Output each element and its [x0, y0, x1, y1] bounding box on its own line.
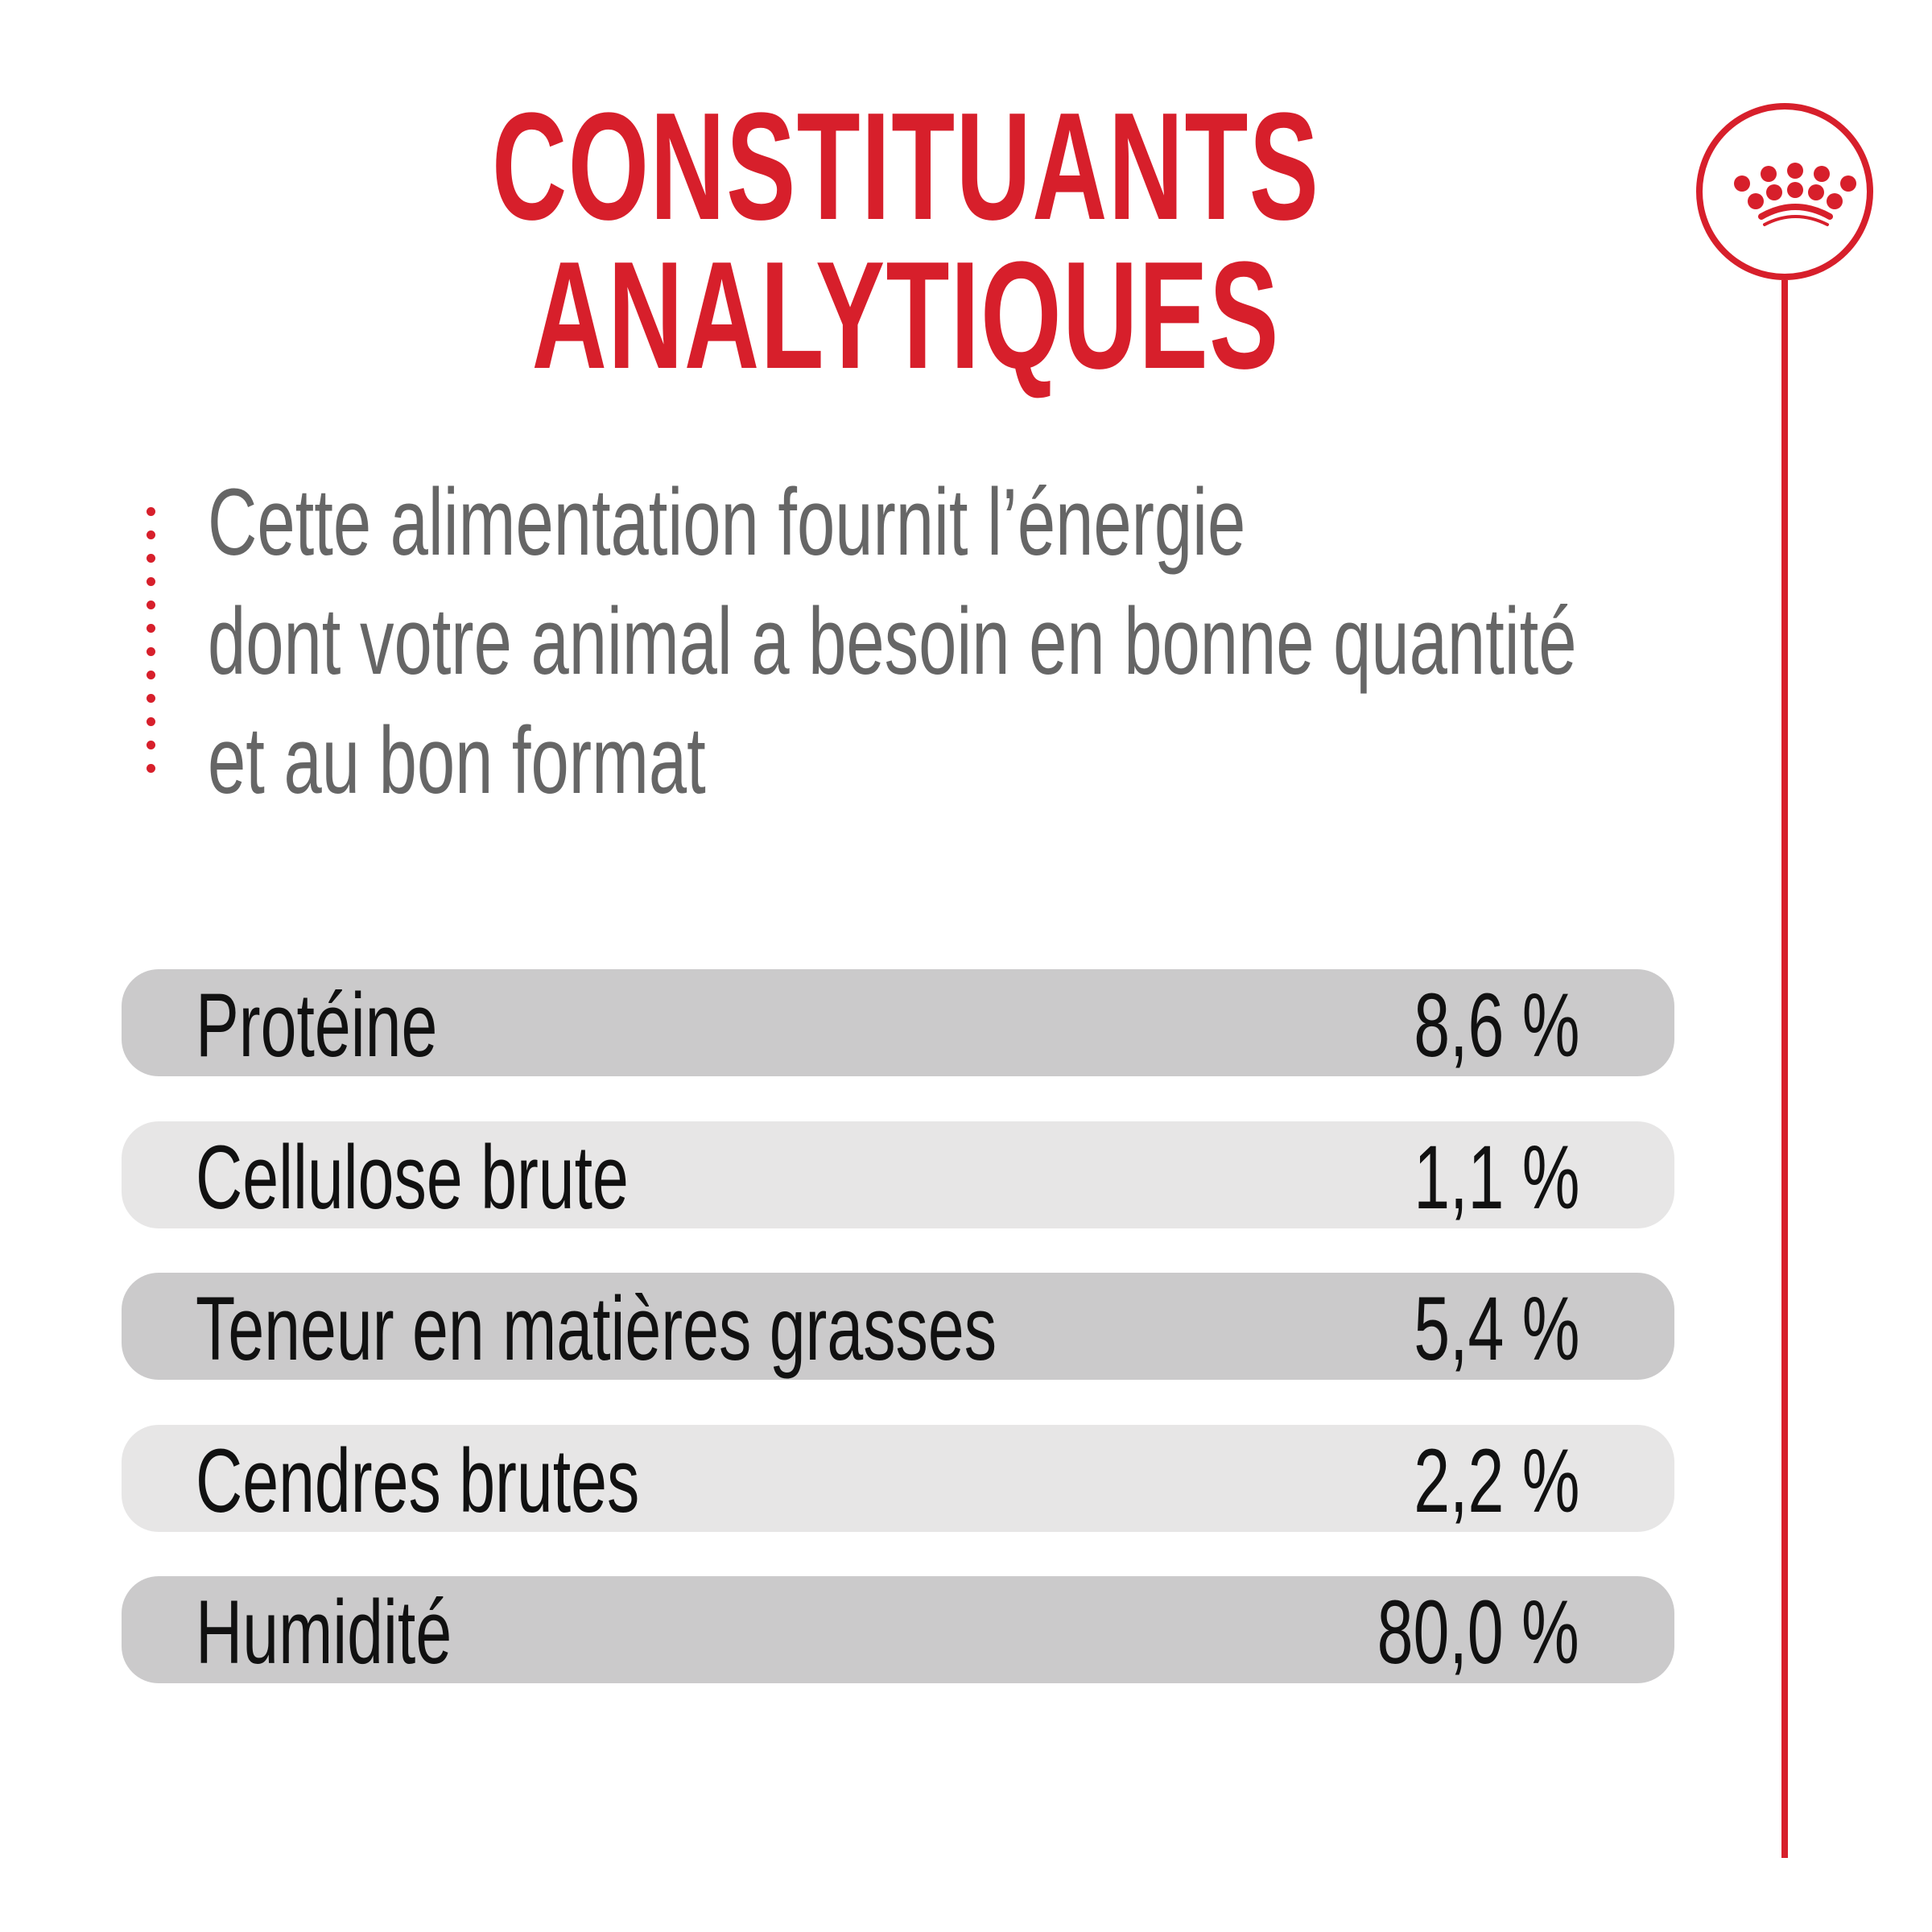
vertical-red-line — [1781, 280, 1788, 1858]
intro-line-3: et au bon format — [208, 708, 706, 814]
table-row-matieres-grasses: Teneur en matières grasses 5,4 % — [122, 1273, 1674, 1380]
dotted-divider — [147, 507, 156, 787]
crown-logo-icon — [1696, 103, 1873, 280]
table-row-humidite: Humidité 80,0 % — [122, 1576, 1674, 1683]
title-line-2: ANALYTIQUES — [0, 239, 1811, 392]
title-text-1: CONSTITUANTS — [491, 81, 1320, 252]
intro-line-2: dont votre animal a besoin en bonne quan… — [208, 588, 1577, 695]
title-line-1: CONSTITUANTS — [0, 90, 1811, 243]
table-row-proteine: Protéine 8,6 % — [122, 969, 1674, 1076]
row-label: Cendres brutes — [196, 1430, 640, 1531]
intro-line-1: Cette alimentation fournit l’énergie — [208, 469, 1246, 576]
title-text-2: ANALYTIQUES — [531, 230, 1280, 401]
row-value: 1,1 % — [1413, 1127, 1579, 1228]
row-value: 8,6 % — [1413, 975, 1579, 1075]
row-value: 5,4 % — [1413, 1278, 1579, 1379]
table-row-cellulose: Cellulose brute 1,1 % — [122, 1121, 1674, 1228]
row-label: Humidité — [196, 1582, 452, 1682]
row-label: Teneur en matières grasses — [196, 1278, 997, 1379]
table-row-cendres: Cendres brutes 2,2 % — [122, 1425, 1674, 1532]
row-value: 80,0 % — [1377, 1582, 1579, 1682]
row-label: Cellulose brute — [196, 1127, 629, 1228]
row-label: Protéine — [196, 975, 438, 1075]
row-value: 2,2 % — [1413, 1430, 1579, 1531]
